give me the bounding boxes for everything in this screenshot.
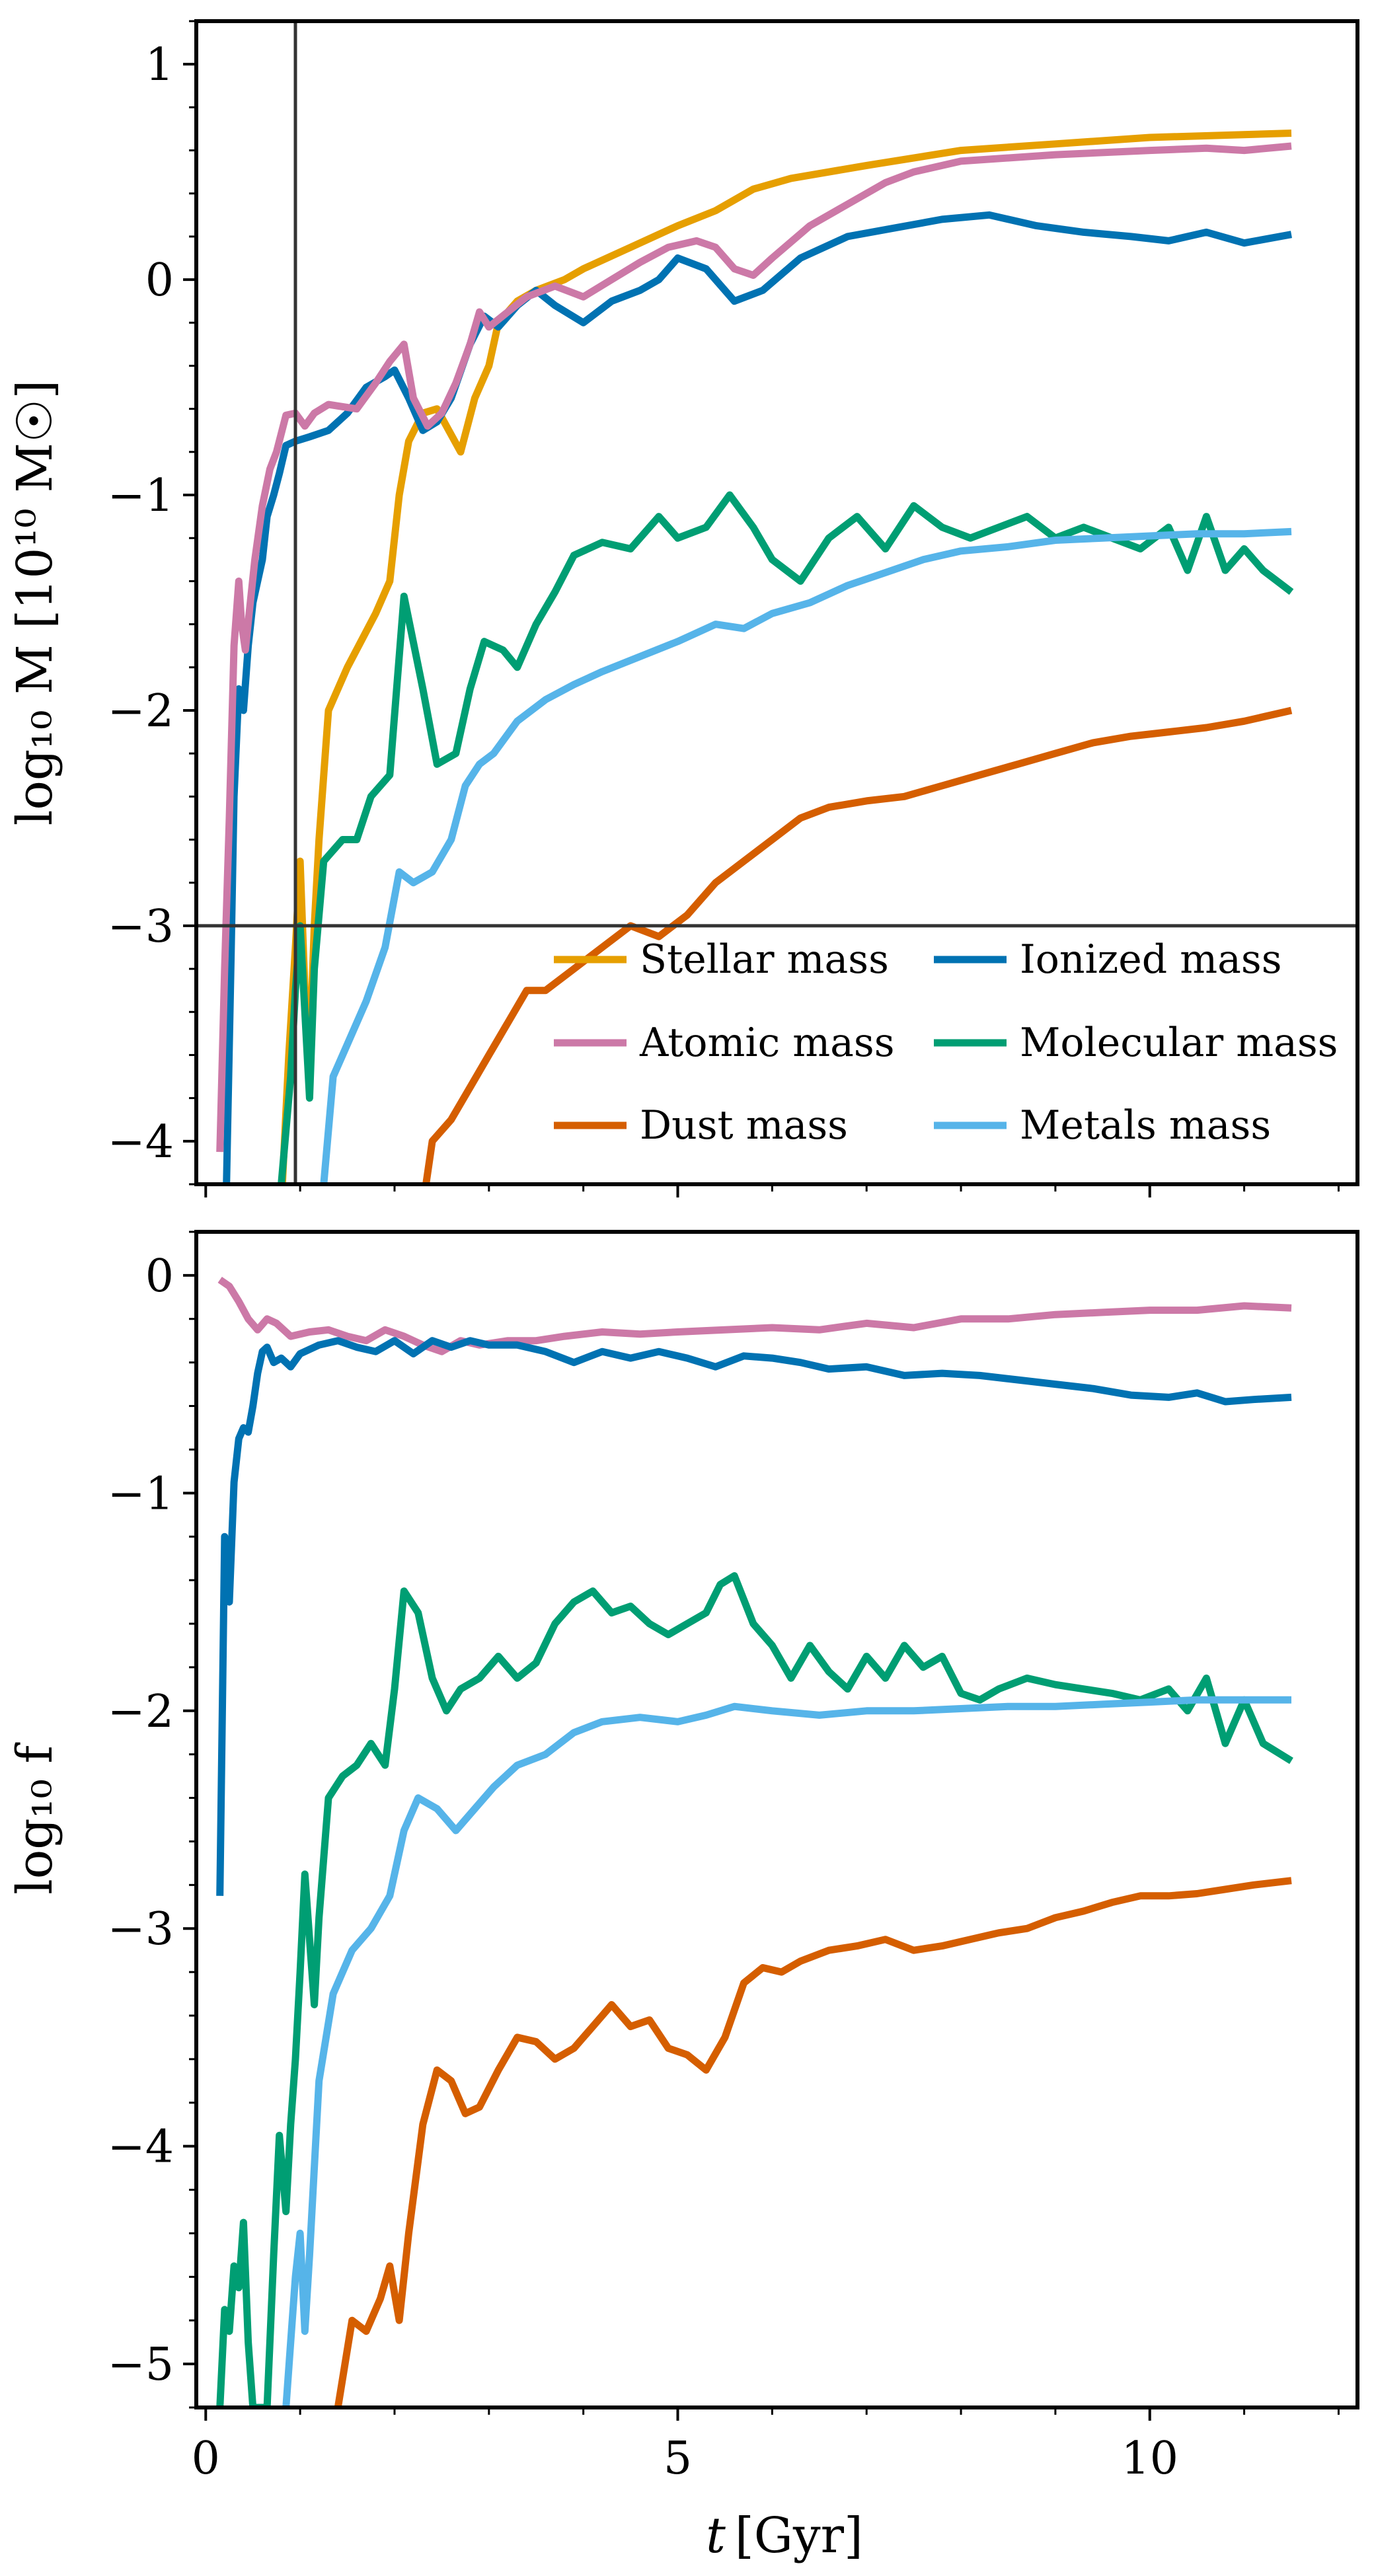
- legend-label-stellar-mass: Stellar mass: [640, 936, 889, 983]
- top-y-tick-label: 1: [145, 39, 174, 91]
- top-y-tick-label: −4: [108, 1116, 174, 1168]
- legend: Stellar mass Ionized mass Atomic mass Molec…: [554, 936, 1338, 1149]
- legend-label-dust-mass: Dust mass: [640, 1102, 848, 1149]
- top-y-axis-label: log₁₀ M [10¹⁰ M☉]: [7, 380, 63, 826]
- top-axes-frame: [194, 19, 1359, 1186]
- bottom-y-tick-label: −1: [108, 1468, 174, 1520]
- x-tick-label: 5: [664, 2433, 692, 2485]
- legend-label-molecular-mass: Molecular mass: [1020, 1020, 1338, 1066]
- bottom-y-tick-label: −4: [108, 2121, 174, 2174]
- bottom-y-axis-label: log₁₀ f: [7, 1742, 63, 1894]
- bottom-axes: 0 −1 −2 −3 −4 −5 0 5 10: [108, 1231, 1340, 2485]
- top-panel: Stellar mass Ionized mass Atomic mass Molec…: [7, 19, 1359, 1197]
- x-tick-label: 0: [192, 2433, 220, 2485]
- bottom-axes-frame: [194, 1230, 1359, 2409]
- bottom-y-tick-label: −2: [108, 1686, 174, 1738]
- x-axis-label: t [Gyr]: [706, 2507, 863, 2564]
- top-y-tick-label: −2: [108, 685, 174, 738]
- top-y-tick-label: −1: [108, 470, 174, 522]
- bottom-series-group: [216, 1276, 1293, 2407]
- top-series-metals-mass: [320, 527, 1292, 1184]
- legend-label-metals-mass: Metals mass: [1020, 1102, 1271, 1149]
- legend-label-atomic-mass: Atomic mass: [639, 1020, 895, 1066]
- x-axis-variable: t: [706, 2507, 726, 2564]
- bottom-panel: 0 −1 −2 −3 −4 −5 0 5 10 log₁₀ f: [7, 1230, 1359, 2485]
- legend-label-ionized-mass: Ionized mass: [1020, 936, 1282, 983]
- top-axes: 1 0 −1 −2 −3 −4: [108, 20, 1340, 1197]
- bottom-series-ionized-mass: [216, 1337, 1292, 1896]
- top-y-tick-label: 0: [145, 254, 174, 307]
- top-y-tick-label: −3: [108, 901, 174, 953]
- top-series-dust-mass: [422, 706, 1293, 1184]
- bottom-series-metals-mass: [282, 1696, 1291, 2407]
- bottom-y-tick-label: −5: [108, 2339, 174, 2391]
- top-series-molecular-mass: [278, 491, 1294, 1184]
- x-tick-label: 10: [1121, 2433, 1178, 2485]
- bottom-y-tick-label: 0: [145, 1250, 174, 1303]
- x-axis-unit: [Gyr]: [735, 2507, 863, 2564]
- bottom-series-atomic-mass: [217, 1276, 1292, 1355]
- top-series-group: [216, 130, 1294, 1184]
- bottom-y-tick-label: −3: [108, 1903, 174, 1955]
- bottom-series-dust-mass: [334, 1877, 1292, 2407]
- bottom-series-molecular-mass: [216, 1572, 1293, 2407]
- top-series-atomic-mass: [216, 142, 1292, 1153]
